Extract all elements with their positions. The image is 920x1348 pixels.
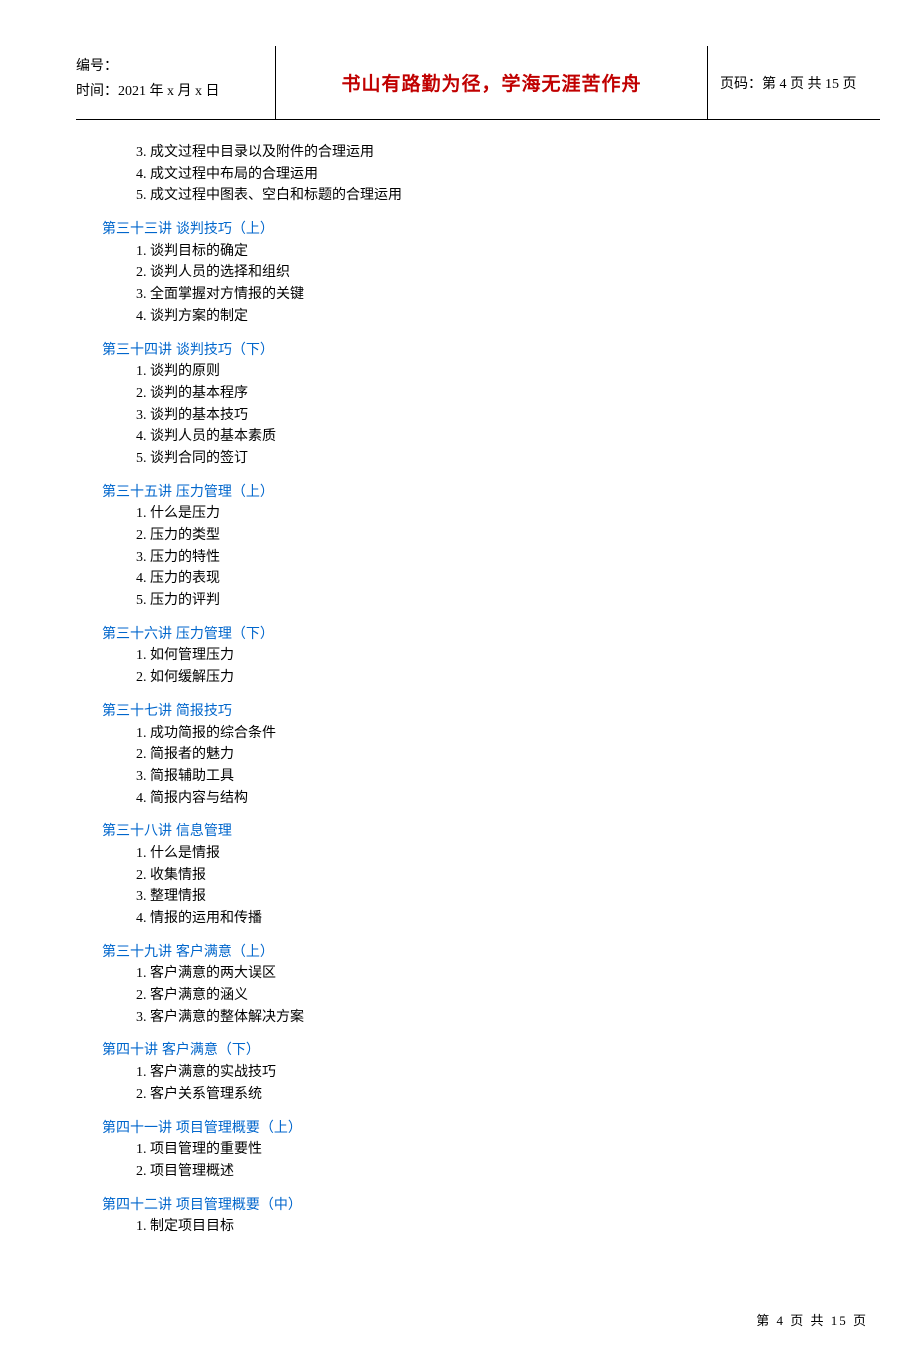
- list-item: 1. 客户满意的实战技巧: [136, 1062, 920, 1084]
- header-left-block: 编号： 时间：2021 年 x 月 x 日: [76, 46, 276, 119]
- section-heading: 第三十九讲 客户满意（上）: [102, 941, 920, 963]
- list-item: 3. 谈判的基本技巧: [136, 405, 920, 427]
- list-item: 2. 如何缓解压力: [136, 667, 920, 689]
- list-item: 4. 简报内容与结构: [136, 788, 920, 810]
- list-item: 2. 简报者的魅力: [136, 744, 920, 766]
- list-item: 4. 谈判人员的基本素质: [136, 426, 920, 448]
- section-heading: 第四十讲 客户满意（下）: [102, 1039, 920, 1061]
- section-heading: 第四十一讲 项目管理概要（上）: [102, 1117, 920, 1139]
- list-item: 1. 什么是情报: [136, 843, 920, 865]
- list-item: 3. 客户满意的整体解决方案: [136, 1007, 920, 1029]
- list-item: 2. 收集情报: [136, 865, 920, 887]
- list-item: 4. 压力的表现: [136, 568, 920, 590]
- list-item: 2. 客户关系管理系统: [136, 1084, 920, 1106]
- section-heading: 第三十七讲 简报技巧: [102, 700, 920, 722]
- section-heading: 第三十五讲 压力管理（上）: [102, 481, 920, 503]
- section-heading: 第三十四讲 谈判技巧（下）: [102, 339, 920, 361]
- list-item: 3. 全面掌握对方情报的关键: [136, 284, 920, 306]
- section-heading: 第三十六讲 压力管理（下）: [102, 623, 920, 645]
- list-item: 1. 谈判目标的确定: [136, 241, 920, 263]
- page-code-label: 页码：第 4 页 共 15 页: [720, 73, 857, 93]
- list-item: 4. 谈判方案的制定: [136, 306, 920, 328]
- section-heading: 第三十三讲 谈判技巧（上）: [102, 218, 920, 240]
- section-heading: 第三十八讲 信息管理: [102, 820, 920, 842]
- list-item: 2. 客户满意的涵义: [136, 985, 920, 1007]
- list-item: 3. 压力的特性: [136, 547, 920, 569]
- bianhao-label: 编号：: [76, 54, 263, 79]
- header-middle-block: 书山有路勤为径，学海无涯苦作舟: [276, 46, 708, 119]
- page-footer: 第 4 页 共 15 页: [756, 1310, 868, 1329]
- list-item: 1. 项目管理的重要性: [136, 1139, 920, 1161]
- header-right-block: 页码：第 4 页 共 15 页: [708, 46, 880, 119]
- list-item: 1. 制定项目目标: [136, 1216, 920, 1238]
- intro-item: 3. 成文过程中目录以及附件的合理运用: [136, 142, 920, 164]
- list-item: 1. 什么是压力: [136, 503, 920, 525]
- section-heading: 第四十二讲 项目管理概要（中）: [102, 1194, 920, 1216]
- list-item: 3. 整理情报: [136, 886, 920, 908]
- intro-item: 4. 成文过程中布局的合理运用: [136, 164, 920, 186]
- list-item: 2. 谈判的基本程序: [136, 383, 920, 405]
- list-item: 2. 压力的类型: [136, 525, 920, 547]
- list-item: 2. 项目管理概述: [136, 1161, 920, 1183]
- list-item: 1. 谈判的原则: [136, 361, 920, 383]
- content-area: 3. 成文过程中目录以及附件的合理运用 4. 成文过程中布局的合理运用 5. 成…: [108, 142, 920, 1238]
- list-item: 1. 如何管理压力: [136, 645, 920, 667]
- intro-item: 5. 成文过程中图表、空白和标题的合理运用: [136, 185, 920, 207]
- list-item: 2. 谈判人员的选择和组织: [136, 262, 920, 284]
- list-item: 1. 客户满意的两大误区: [136, 963, 920, 985]
- content-indent: 3. 成文过程中目录以及附件的合理运用 4. 成文过程中布局的合理运用 5. 成…: [136, 142, 920, 1238]
- list-item: 3. 简报辅助工具: [136, 766, 920, 788]
- list-item: 4. 情报的运用和传播: [136, 908, 920, 930]
- document-header: 编号： 时间：2021 年 x 月 x 日 书山有路勤为径，学海无涯苦作舟 页码…: [76, 46, 880, 120]
- list-item: 5. 谈判合同的签订: [136, 448, 920, 470]
- time-label: 时间：2021 年 x 月 x 日: [76, 79, 263, 104]
- motto-text: 书山有路勤为径，学海无涯苦作舟: [341, 69, 641, 96]
- list-item: 5. 压力的评判: [136, 590, 920, 612]
- list-item: 1. 成功简报的综合条件: [136, 723, 920, 745]
